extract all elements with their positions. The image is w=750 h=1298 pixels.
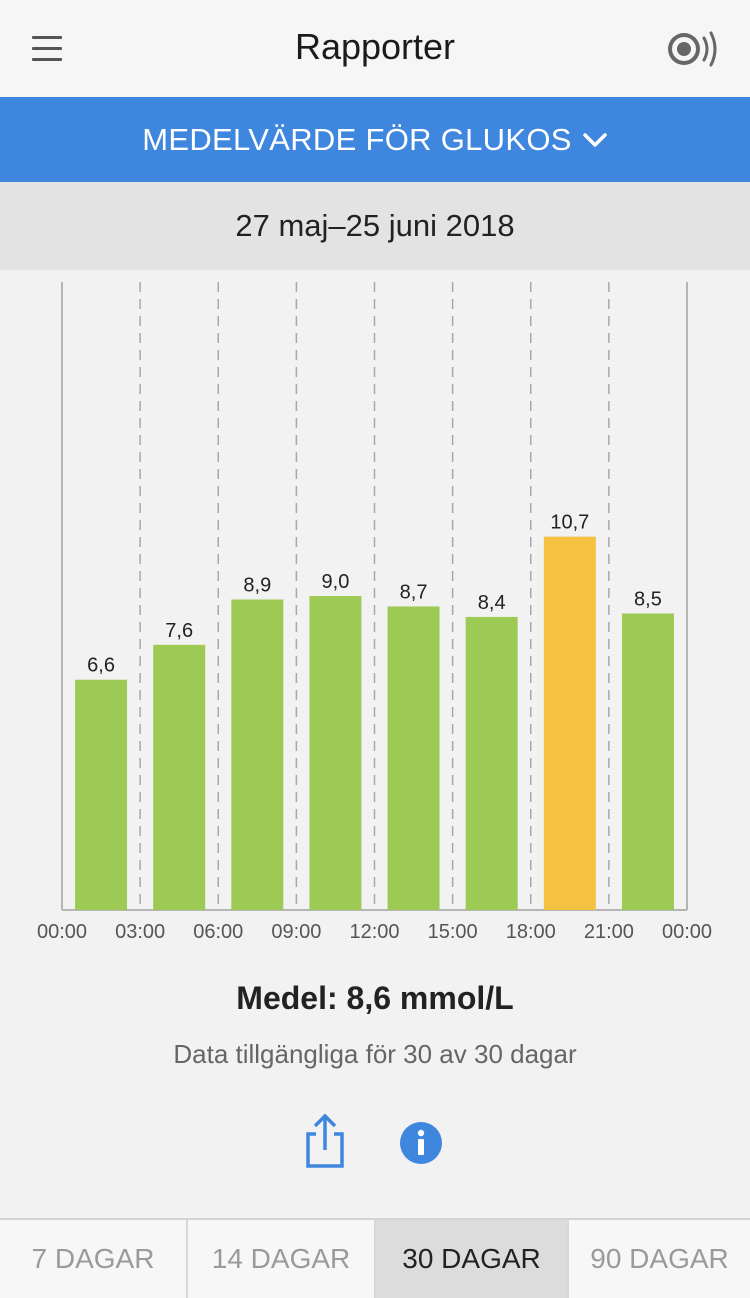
bar-value-label: 10,7 — [550, 512, 589, 534]
bar-value-label: 8,9 — [243, 574, 271, 596]
tab-30-dagar[interactable]: 30 DAGAR — [376, 1220, 569, 1298]
bar — [387, 606, 440, 910]
x-tick-label: 18:00 — [506, 921, 556, 943]
bar — [465, 616, 518, 910]
x-tick-label: 15:00 — [428, 921, 478, 943]
bar-value-label: 6,6 — [87, 655, 115, 677]
bar — [75, 679, 128, 910]
bar — [621, 613, 674, 910]
bar-value-label: 8,5 — [634, 588, 662, 610]
bar — [153, 644, 206, 910]
period-tabs: 7 DAGAR 14 DAGAR 30 DAGAR 90 DAGAR — [0, 1218, 750, 1298]
bar — [543, 536, 596, 910]
report-type-label: MEDELVÄRDE FÖR GLUKOS — [142, 121, 572, 157]
x-tick-label: 06:00 — [193, 921, 243, 943]
hamburger-menu-icon[interactable] — [30, 34, 64, 64]
bar — [309, 596, 362, 910]
glucose-average-chart: 6,6 7,6 8,9 9,0 8,7 8,4 10,7 8,5 00:00 03:00 06:00… — [37, 282, 712, 943]
bar-value-label: 8,4 — [478, 592, 506, 614]
app-header: Rapporter — [0, 0, 750, 98]
tab-90-dagar[interactable]: 90 DAGAR — [590, 1243, 729, 1274]
sensor-scan-icon[interactable] — [662, 26, 722, 72]
bar — [231, 599, 284, 910]
data-availability: Data tillgängliga för 30 av 30 dagar — [173, 1039, 577, 1069]
x-tick-label: 00:00 — [37, 921, 87, 943]
x-tick-label: 09:00 — [271, 921, 321, 943]
x-tick-label: 21:00 — [584, 921, 634, 943]
bar-value-label: 8,7 — [400, 581, 428, 603]
date-range: 27 maj–25 juni 2018 — [0, 182, 750, 270]
share-icon[interactable] — [302, 1112, 348, 1170]
bar-value-label: 9,0 — [322, 571, 350, 593]
info-icon[interactable] — [398, 1120, 444, 1166]
mean-glucose: Medel: 8,6 mmol/L — [236, 980, 514, 1016]
page-title: Rapporter — [294, 26, 456, 67]
x-tick-label: 00:00 — [662, 921, 712, 943]
tab-14-dagar[interactable]: 14 DAGAR — [188, 1220, 376, 1298]
tab-7-dagar[interactable]: 7 DAGAR — [0, 1220, 188, 1298]
x-tick-label: 12:00 — [349, 921, 399, 943]
x-tick-label: 03:00 — [115, 921, 165, 943]
report-type-selector[interactable]: MEDELVÄRDE FÖR GLUKOS — [0, 97, 750, 182]
chevron-down-icon — [582, 132, 607, 147]
bar-value-label: 7,6 — [165, 620, 193, 642]
